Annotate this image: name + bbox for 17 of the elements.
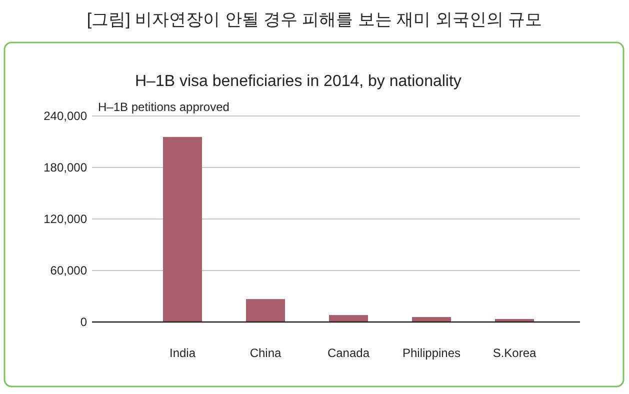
y-tick-label: 120,000 (44, 212, 88, 226)
bar (412, 317, 452, 322)
bar (328, 315, 368, 322)
y-tick-label: 0 (80, 315, 88, 329)
y-axis-title: H–1B petitions approved (98, 100, 230, 114)
x-tick-label: Philippines (402, 346, 461, 360)
bar (162, 136, 202, 322)
chart-title: [그림] 비자연장이 안될 경우 피해를 보는 재미 외국인의 규모 (86, 10, 542, 29)
chart-subtitle: H–1B visa beneficiaries in 2014, by nationality (135, 73, 462, 90)
bar (246, 299, 286, 322)
x-tick-label: Canada (327, 346, 370, 360)
y-tick-label: 60,000 (50, 264, 88, 278)
x-tick-label: S.Korea (492, 346, 537, 360)
x-tick-label: China (250, 346, 282, 360)
y-tick-label: 240,000 (44, 109, 88, 123)
y-tick-label: 180,000 (44, 160, 88, 174)
x-tick-label: India (169, 346, 196, 360)
